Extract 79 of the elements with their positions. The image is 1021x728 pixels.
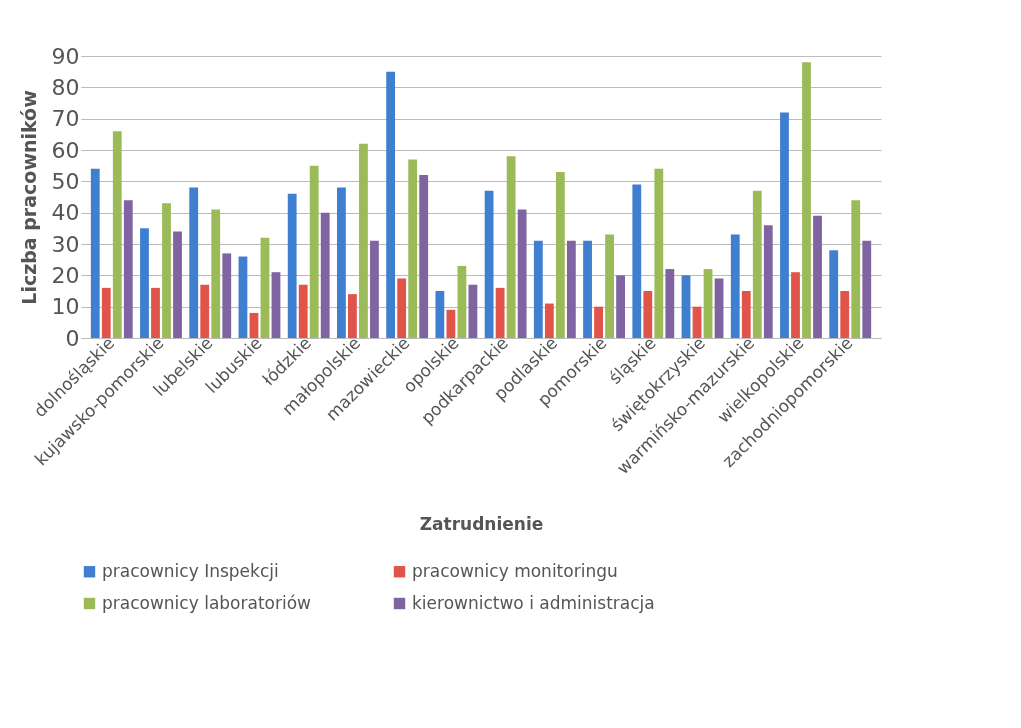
bar [851,200,861,338]
bar [309,165,319,338]
legend-label: pracownicy laboratoriów [102,592,312,613]
bar [654,168,664,338]
bar [101,287,111,338]
bar [435,291,445,338]
bar [495,287,505,338]
x-axis-title: Zatrudnienie [419,514,544,535]
bar [616,275,625,338]
bar [249,312,259,338]
y-axis-title: Liczba pracowników [17,90,40,305]
bar [506,156,516,338]
bar [594,306,603,338]
bar [632,184,642,338]
legend-label: kierownictwo i administracja [412,592,655,613]
y-tick-label: 60 [51,137,80,163]
bar [583,240,592,338]
y-tick-label: 80 [51,74,80,100]
bar [468,284,478,338]
bar [408,159,418,338]
y-tick-label: 50 [51,168,80,194]
bar [446,309,456,338]
legend-label: pracownicy Inspekcji [102,560,279,581]
bar [484,190,494,338]
y-tick-label: 40 [51,200,80,226]
bar [151,287,160,338]
bar [829,250,839,338]
bar [90,168,100,338]
bar [730,234,740,338]
bar [260,237,270,338]
bar [457,265,467,338]
bar [791,272,800,338]
bar [692,306,702,338]
bar [813,215,822,338]
bar [752,190,762,338]
bar [703,269,713,338]
y-tick-label: 10 [51,294,80,320]
y-tick-label: 90 [51,43,80,69]
bar [200,284,210,338]
bar [780,112,789,338]
bar [397,278,407,338]
bar [320,212,330,338]
bar [348,294,357,338]
bar [605,234,614,338]
bar [566,240,576,338]
bar [714,278,724,338]
bar [140,228,149,338]
bar [741,291,751,338]
bar [238,256,248,338]
bar [544,303,554,338]
legend-label: pracownicy monitoringu [412,560,618,581]
bar [173,231,182,338]
bar [419,175,429,338]
bar [162,203,171,338]
bar [370,240,379,338]
bar [517,209,527,338]
bar [681,275,691,338]
bar [533,240,543,338]
bar [359,143,368,338]
bar [862,240,872,338]
y-tick-label: 20 [51,262,80,288]
bar [386,71,396,338]
bar [643,291,653,338]
y-tick-label: 30 [51,231,80,257]
bar [211,209,221,338]
bar [222,253,232,338]
bar [665,269,675,338]
bar [271,272,281,338]
bar [298,284,308,338]
bar [840,291,850,338]
bar [763,225,773,338]
bar [189,187,199,338]
y-tick-label: 70 [51,106,80,132]
bar [123,200,133,338]
bar [555,171,565,338]
bar [337,187,346,338]
bar [112,131,122,338]
bar [287,193,297,338]
bar [802,62,811,338]
